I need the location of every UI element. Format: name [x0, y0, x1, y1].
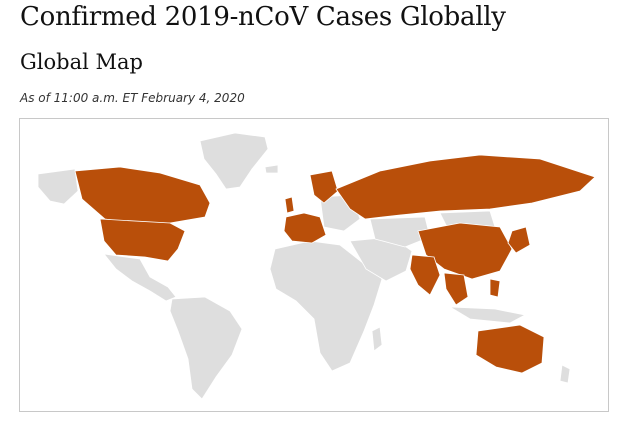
region-uk[interactable]: [284, 196, 295, 214]
region-central-asia[interactable]: [369, 216, 431, 248]
region-australia[interactable]: [475, 324, 545, 374]
region-madagascar[interactable]: [371, 326, 383, 352]
global-map[interactable]: [19, 118, 609, 412]
region-greenland[interactable]: [199, 132, 269, 190]
region-southeast-asia[interactable]: [443, 272, 469, 306]
region-japan-korea[interactable]: [507, 226, 531, 254]
as-of-timestamp: As of 11:00 a.m. ET February 4, 2020: [20, 91, 245, 105]
region-scandinavia[interactable]: [309, 170, 339, 204]
region-indonesia[interactable]: [449, 306, 527, 324]
world-map-svg: [37, 132, 596, 400]
region-south-america[interactable]: [169, 296, 243, 400]
region-new-zealand[interactable]: [559, 364, 571, 384]
map-subtitle: Global Map: [20, 50, 143, 74]
page-title: Confirmed 2019-nCoV Cases Globally: [20, 2, 506, 32]
region-alaska[interactable]: [37, 168, 79, 205]
region-western-europe[interactable]: [283, 212, 327, 244]
region-africa[interactable]: [269, 240, 383, 372]
region-philippines[interactable]: [489, 278, 501, 298]
region-iceland[interactable]: [264, 164, 279, 174]
region-usa[interactable]: [99, 218, 186, 262]
region-mexico-central-america[interactable]: [103, 253, 177, 302]
region-india[interactable]: [409, 254, 441, 296]
region-russia[interactable]: [335, 154, 596, 220]
region-canada[interactable]: [74, 166, 211, 224]
